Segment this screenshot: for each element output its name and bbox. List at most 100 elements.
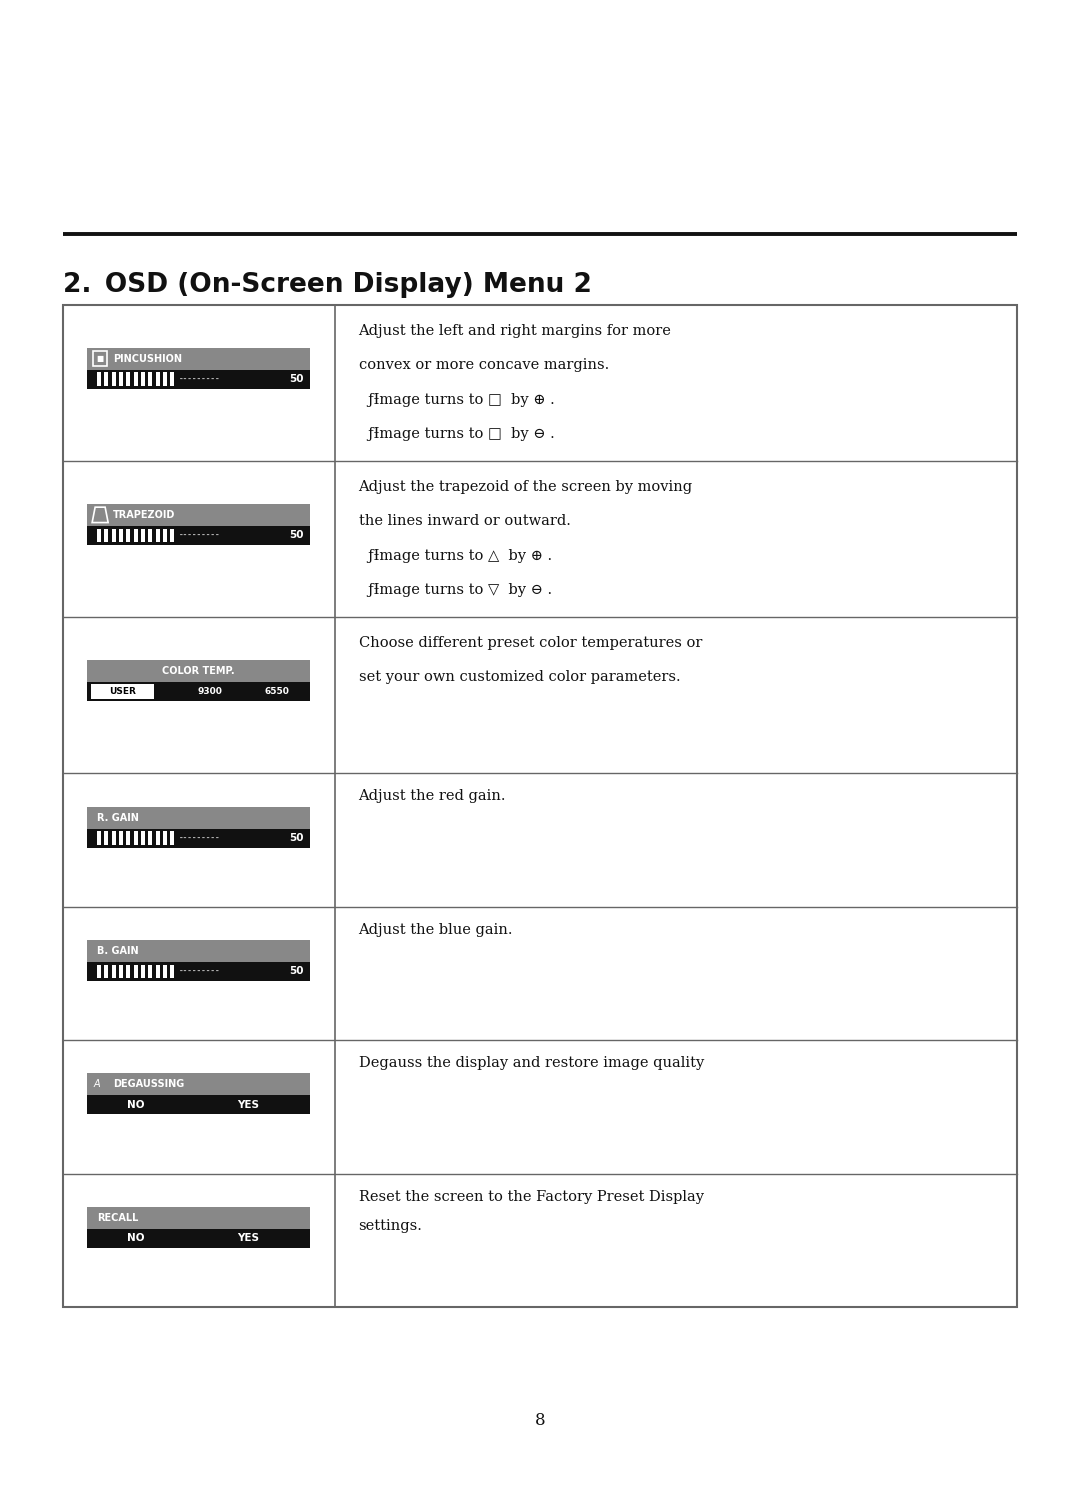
Text: ƒƗmage turns to △  by ⊕ .: ƒƗmage turns to △ by ⊕ . [359,548,552,562]
Bar [163,964,166,978]
Text: YES: YES [237,1233,259,1244]
Text: ---------: --------- [178,834,220,843]
Bar [134,964,137,978]
Text: 50: 50 [288,375,303,384]
Text: DEGAUSSING: DEGAUSSING [113,1079,185,1089]
Bar [87,1207,310,1228]
Bar [148,372,152,387]
Text: R. GAIN: R. GAIN [97,813,139,822]
Bar [156,831,160,845]
Bar [171,372,174,387]
Text: ƒƗmage turns to ▽  by ⊖ .: ƒƗmage turns to ▽ by ⊖ . [359,583,552,597]
Bar [111,529,116,542]
Bar [105,372,108,387]
Text: 50: 50 [288,967,303,976]
Bar [63,305,1017,1307]
Text: ƒƗmage turns to □  by ⊕ .: ƒƗmage turns to □ by ⊕ . [359,393,554,406]
Bar [87,807,310,828]
Bar [171,831,174,845]
Text: Adjust the red gain.: Adjust the red gain. [359,789,507,804]
Bar [148,831,152,845]
Text: B. GAIN: B. GAIN [97,946,138,956]
Text: the lines inward or outward.: the lines inward or outward. [359,514,570,529]
Bar [148,529,152,542]
Text: ---------: --------- [178,375,220,384]
Text: 9300: 9300 [198,688,222,697]
Bar [171,964,174,978]
Bar [87,503,310,526]
Bar [163,372,166,387]
Text: 2. OSD (On-Screen Display) Menu 2: 2. OSD (On-Screen Display) Menu 2 [63,272,592,298]
Bar [87,1073,310,1095]
Text: Adjust the blue gain.: Adjust the blue gain. [359,923,513,937]
Bar [140,529,145,542]
Text: Adjust the trapezoid of the screen by moving: Adjust the trapezoid of the screen by mo… [359,480,692,494]
Bar [119,372,123,387]
Text: Adjust the left and right margins for more: Adjust the left and right margins for mo… [359,323,672,338]
Bar [87,348,310,370]
Bar [119,831,123,845]
Bar [87,1095,310,1114]
Bar [134,831,137,845]
Bar [134,372,137,387]
Text: Reset the screen to the Factory Preset Display: Reset the screen to the Factory Preset D… [359,1189,703,1204]
Text: USER: USER [109,688,136,697]
Text: TRAPEZOID: TRAPEZOID [113,509,176,520]
Text: PINCUSHION: PINCUSHION [113,354,183,364]
Bar [87,940,310,963]
Text: A: A [94,1079,100,1089]
Bar [126,831,131,845]
Text: 50: 50 [288,833,303,843]
Bar [119,529,123,542]
Bar [87,370,310,388]
Text: ƒƗmage turns to □  by ⊖ .: ƒƗmage turns to □ by ⊖ . [359,428,554,441]
Text: ---------: --------- [178,530,220,539]
Bar [87,681,310,701]
Bar [97,372,102,387]
Text: 6550: 6550 [265,688,289,697]
Text: ■: ■ [96,354,104,363]
Bar [163,529,166,542]
Text: settings.: settings. [359,1219,422,1233]
Bar [97,964,102,978]
Bar [111,831,116,845]
Bar [156,529,160,542]
Bar [171,529,174,542]
Text: convex or more concave margins.: convex or more concave margins. [359,358,609,372]
Bar [156,964,160,978]
Bar [140,372,145,387]
Bar [126,964,131,978]
Bar [148,964,152,978]
Bar [97,831,102,845]
Bar [87,526,310,545]
Bar [156,372,160,387]
Bar [111,372,116,387]
Bar [87,963,310,981]
Bar [140,964,145,978]
Bar [105,831,108,845]
Text: 8: 8 [535,1411,545,1429]
Bar [163,831,166,845]
Bar [119,964,123,978]
Bar [105,964,108,978]
Text: YES: YES [237,1100,259,1109]
Bar [87,660,310,681]
Bar [140,831,145,845]
Bar [91,684,153,700]
Bar [111,964,116,978]
Bar [105,529,108,542]
Text: 50: 50 [288,530,303,541]
Bar [134,529,137,542]
Bar [87,1228,310,1248]
Bar [93,351,107,367]
Text: RECALL: RECALL [97,1213,138,1222]
Text: NO: NO [127,1233,145,1244]
Text: NO: NO [127,1100,145,1109]
Bar [87,828,310,848]
Bar [126,529,131,542]
Bar [97,529,102,542]
Text: set your own customized color parameters.: set your own customized color parameters… [359,671,680,684]
Text: Degauss the display and restore image quality: Degauss the display and restore image qu… [359,1056,704,1070]
Text: Choose different preset color temperatures or: Choose different preset color temperatur… [359,636,702,650]
Text: COLOR TEMP.: COLOR TEMP. [162,666,235,675]
